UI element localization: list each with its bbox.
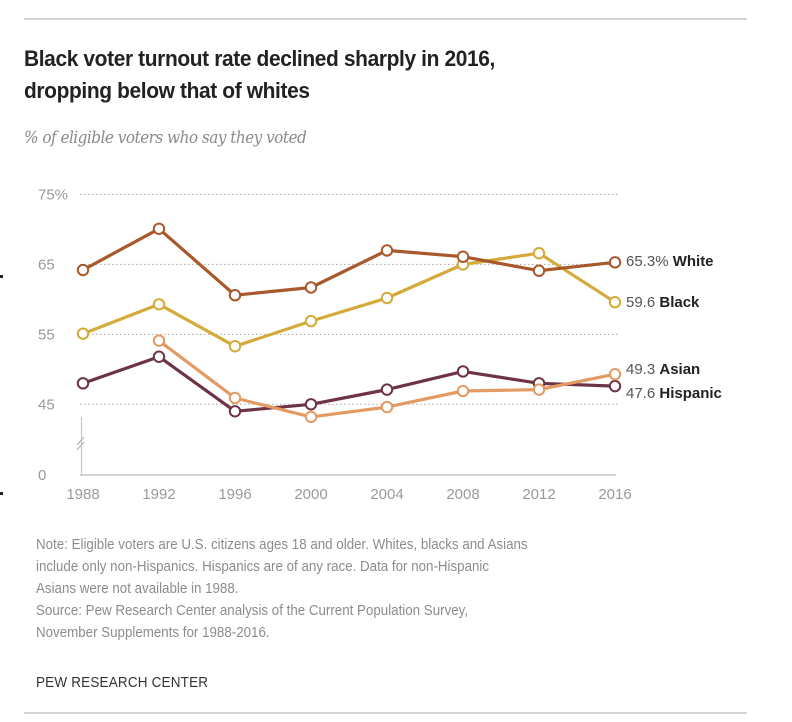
- data-point-white: [456, 250, 470, 263]
- end-label-black: 59.6 Black: [626, 294, 700, 311]
- chart-title-line-1: Black voter turnout rate declined sharpl…: [24, 46, 495, 71]
- x-tick-label: 2012: [522, 486, 555, 503]
- data-point-black: [304, 314, 318, 328]
- x-tick-label: 1996: [218, 486, 251, 503]
- data-point-asian: [380, 400, 394, 414]
- x-tick-label: 2000: [294, 486, 327, 503]
- series-line-white: [81, 227, 617, 297]
- line-chart: 75% 65 55 45 0 1988 1992 1996 2000 2004 2008 2012 20…: [38, 187, 722, 504]
- x-tick-label: 2008: [446, 486, 479, 503]
- data-point-black: [532, 247, 546, 260]
- note-line-2: include only non-Hispanics. Hispanics ar…: [36, 559, 490, 575]
- axis-break-mark: [76, 436, 85, 446]
- bottom-divider: [24, 712, 747, 714]
- chart-title: Black voter turnout rate declined sharpl…: [24, 43, 712, 107]
- edge-artifact-dot: [0, 275, 3, 278]
- edge-artifact-dot: [0, 492, 3, 495]
- source-line-2: November Supplements for 1988-2016.: [36, 625, 270, 641]
- end-label-value: 49.3: [626, 361, 659, 378]
- end-label-value: 65.3%: [626, 253, 673, 270]
- data-point-white: [76, 263, 90, 277]
- data-point-asian: [532, 383, 546, 396]
- data-point-black: [76, 327, 90, 340]
- data-point-hispanic: [608, 379, 622, 393]
- data-point-hispanic: [456, 365, 470, 378]
- end-label-name: Black: [659, 294, 700, 311]
- data-point-white: [532, 264, 546, 277]
- data-point-hispanic: [380, 383, 394, 396]
- data-point-white: [380, 244, 394, 257]
- y-tick-label: 45: [38, 396, 55, 413]
- data-point-hispanic: [76, 377, 90, 390]
- axes: 75% 65 55 45 0 1988 1992 1996 2000 2004 2008 2012 20…: [38, 187, 632, 504]
- data-point-black: [380, 291, 394, 305]
- x-tick-label: 1988: [66, 486, 99, 503]
- end-label-asian: 49.3 Asian: [626, 361, 700, 378]
- source-line-1: Source: Pew Research Center analysis of …: [36, 603, 469, 619]
- pew-research-center-logo-text: PEW RESEARCH CENTER: [36, 674, 209, 691]
- data-point-asian: [304, 410, 318, 424]
- end-label-name: Hispanic: [659, 385, 722, 402]
- x-tick-label: 1992: [142, 486, 175, 503]
- y-tick-label: 65: [38, 256, 55, 273]
- chart-title-line-2: dropping below that of whites: [24, 78, 310, 103]
- data-point-white: [152, 222, 166, 235]
- axis-break-mark: [76, 441, 85, 451]
- end-label-white: 65.3% White: [626, 253, 714, 270]
- data-point-white: [304, 281, 318, 294]
- series-line-hispanic: [81, 355, 617, 413]
- data-point-black: [228, 340, 242, 353]
- y-tick-label: 0: [38, 467, 46, 484]
- series-line-black: [81, 251, 617, 348]
- chart-subtitle: % of eligible voters who say they voted: [24, 128, 307, 148]
- note-line-1: Note: Eligible voters are U.S. citizens …: [36, 537, 528, 553]
- end-label-name: Asian: [659, 361, 700, 378]
- data-point-black: [608, 295, 622, 309]
- data-point-asian: [228, 391, 242, 405]
- data-point-hispanic: [228, 405, 242, 418]
- data-point-hispanic: [304, 398, 318, 411]
- data-point-asian: [152, 334, 166, 347]
- data-point-asian: [608, 368, 622, 381]
- data-point-white: [228, 289, 242, 302]
- data-point-black: [152, 298, 166, 311]
- top-divider: [24, 18, 747, 20]
- data-point-asian: [456, 384, 470, 398]
- end-label-name: White: [673, 253, 714, 270]
- end-label-hispanic: 47.6 Hispanic: [626, 385, 722, 402]
- x-tick-label: 2016: [598, 486, 631, 503]
- chart-notes: Note: Eligible voters are U.S. citizens …: [36, 534, 717, 644]
- data-point-hispanic: [152, 350, 166, 363]
- y-tick-label: 55: [38, 326, 55, 343]
- x-tick-label: 2004: [370, 486, 403, 503]
- end-label-value: 47.6: [626, 385, 659, 402]
- series-lines: [76, 222, 622, 424]
- data-point-white: [608, 256, 622, 269]
- y-tick-label: 75%: [38, 187, 68, 204]
- end-label-value: 59.6: [626, 294, 659, 311]
- note-line-3: Asians were not available in 1988.: [36, 581, 239, 597]
